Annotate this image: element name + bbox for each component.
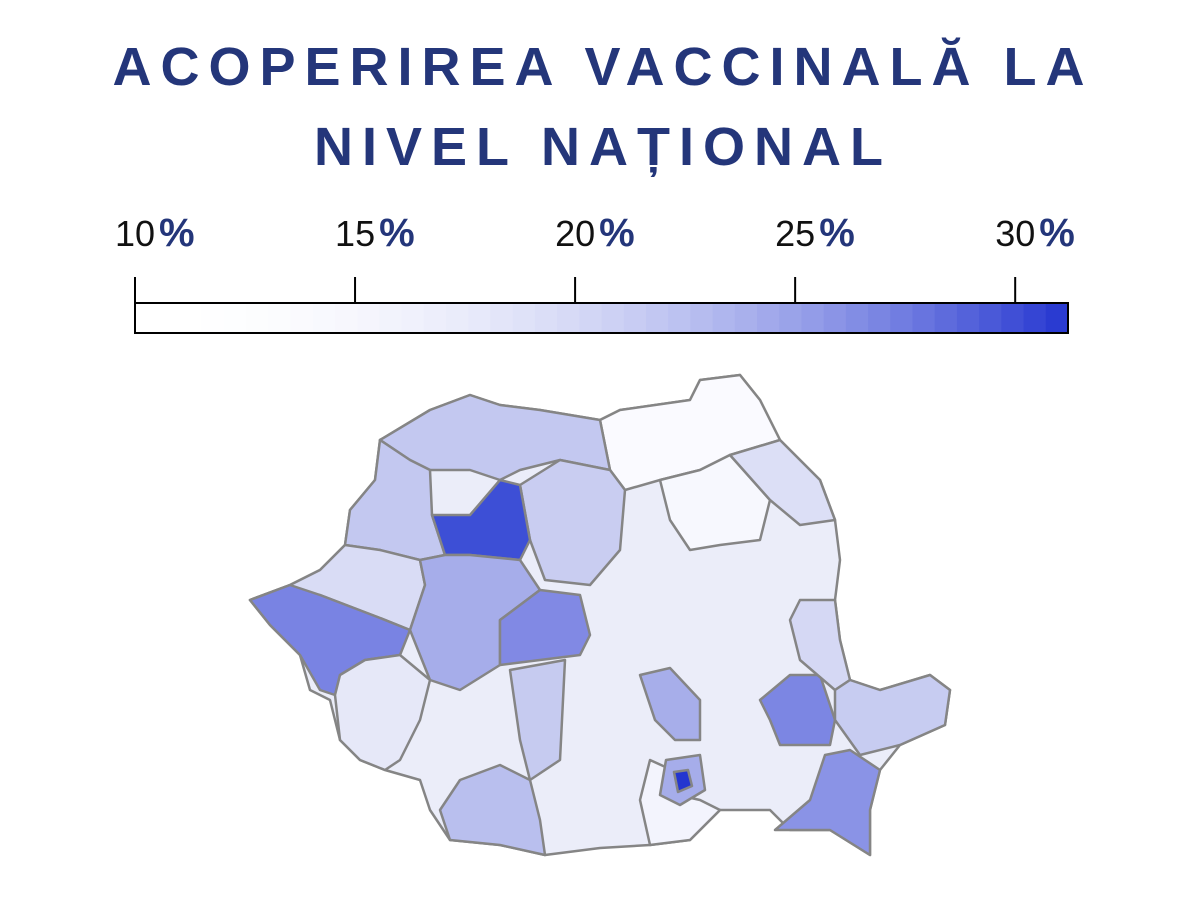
tick-label: 10% (115, 211, 195, 255)
scale-cell (912, 303, 936, 333)
scale-cell (1001, 303, 1025, 333)
county (773, 748, 882, 857)
scale-cell (534, 303, 558, 333)
map (248, 373, 952, 857)
scale-cell (557, 303, 580, 333)
scale-cell (801, 303, 825, 333)
scale-cell (179, 303, 203, 333)
scale-cell (623, 303, 647, 333)
scale-cell (934, 303, 958, 333)
tick-label: 15% (335, 211, 415, 255)
county (438, 763, 547, 857)
county (672, 768, 694, 794)
scale-cell (401, 303, 425, 333)
tick-value: 25 (775, 213, 815, 254)
scale-cell (645, 303, 669, 333)
scale-cell (579, 303, 602, 333)
tick-label: 30% (995, 211, 1075, 255)
scale-cell (823, 303, 847, 333)
tick-value: 15 (335, 213, 375, 254)
scale-cell (668, 303, 691, 333)
scale-cell (468, 303, 491, 333)
tick-unit: % (379, 211, 415, 255)
county (508, 658, 567, 782)
scale-cell (334, 303, 358, 333)
title-line: ACOPERIREA VACCINALĂ LA (112, 37, 1093, 97)
tick-unit: % (599, 211, 635, 255)
color-scale: 10% 15% 20% 25% 30% (115, 211, 1075, 334)
tick-value: 20 (555, 213, 595, 254)
scale-frame (134, 302, 1069, 334)
tick-label: 25% (775, 211, 855, 255)
scale-cell (757, 303, 780, 333)
scale-cell (734, 303, 758, 333)
county (333, 653, 432, 772)
scale-cell (423, 303, 447, 333)
scale-cell (312, 303, 336, 333)
county (638, 666, 702, 742)
tick-value: 30 (995, 213, 1035, 254)
tick-label: 20% (555, 211, 635, 255)
tick-unit: % (159, 211, 195, 255)
scale-cell (357, 303, 380, 333)
county (833, 673, 952, 757)
county (758, 673, 837, 747)
tick-unit: % (1039, 211, 1075, 255)
scale-cell (956, 303, 980, 333)
scale-cell (845, 303, 869, 333)
county (658, 453, 772, 552)
scale-cell (268, 303, 291, 333)
scale-cell (290, 303, 314, 333)
county (728, 438, 837, 527)
scale-cell (223, 303, 247, 333)
scale-cell (490, 303, 514, 333)
scale-cell (379, 303, 403, 333)
scale-cell (601, 303, 625, 333)
scale-cell (135, 303, 158, 333)
scale-cell (890, 303, 913, 333)
county (518, 458, 627, 587)
scale-cell (246, 303, 269, 333)
scale-cell (712, 303, 736, 333)
tick-unit: % (819, 211, 855, 255)
scale-cell (690, 303, 714, 333)
county (498, 588, 592, 667)
scale-cell (157, 303, 180, 333)
scale-cell (979, 303, 1002, 333)
scale-cell (201, 303, 225, 333)
scale-cell (446, 303, 469, 333)
title-line: NIVEL NAȚIONAL (314, 117, 892, 177)
scale-cell (868, 303, 891, 333)
scale-cell (779, 303, 802, 333)
scale-cell (1045, 303, 1069, 333)
tick-value: 10 (115, 213, 155, 254)
scale-cell (1023, 303, 1047, 333)
county (788, 598, 852, 692)
scale-cell (512, 303, 536, 333)
